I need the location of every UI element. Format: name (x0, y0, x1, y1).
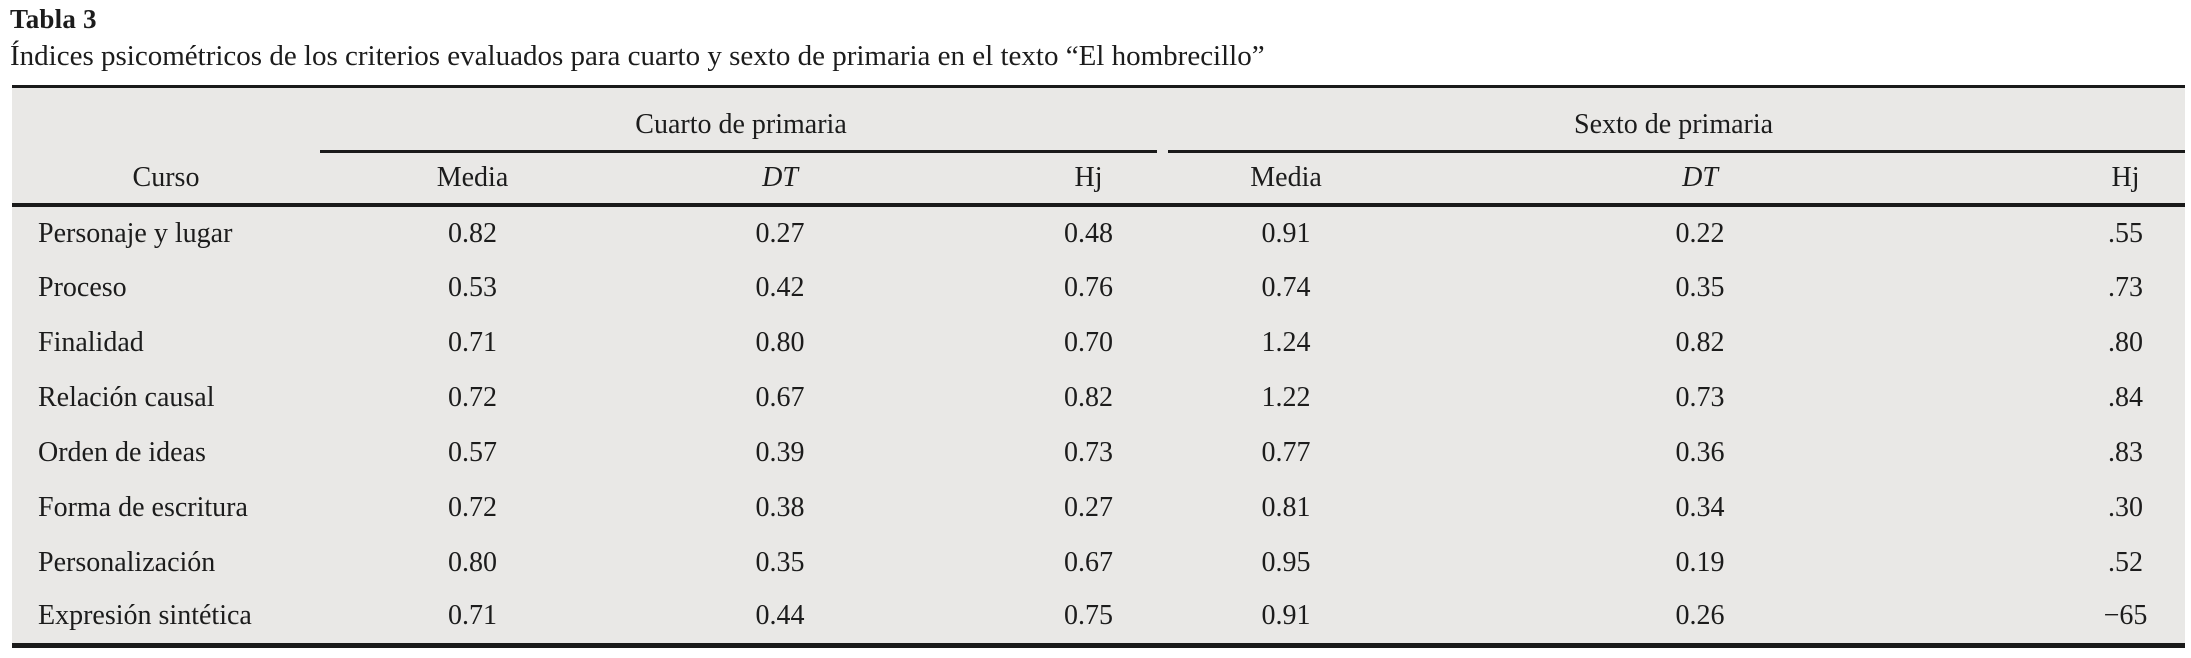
cell: 0.39 (755, 436, 805, 468)
cell: 0.19 (1675, 546, 1725, 578)
group-header-cuarto: Cuarto de primaria (320, 87, 1162, 154)
row-label: Expresión sintética (38, 600, 252, 632)
cell: 0.71 (448, 600, 497, 632)
cell: .52 (2108, 546, 2144, 578)
table-row: Relación causal 0.72 0.67 0.82 1.22 0.73… (12, 370, 2185, 425)
psychometric-indices-table: Cuarto de primaria Sexto de primaria Cur… (12, 85, 2186, 648)
cell: 0.70 (1064, 326, 1114, 358)
column-header-sexto-hj: Hj (1900, 153, 2186, 207)
row-label: Finalidad (38, 326, 144, 358)
cell: 0.22 (1675, 217, 1725, 249)
cell: 0.82 (1064, 381, 1114, 413)
row-label: Proceso (38, 271, 127, 303)
cell: 0.34 (1675, 491, 1725, 523)
column-header-sexto-media: Media (1162, 153, 1501, 207)
column-header-curso: Curso (12, 153, 320, 207)
cell: 0.35 (1675, 271, 1725, 303)
cell: 0.71 (448, 326, 497, 358)
cell: 0.77 (1261, 436, 1311, 468)
row-label: Personalización (38, 546, 216, 578)
cell: 0.80 (448, 546, 497, 578)
cell: −65 (2103, 600, 2148, 632)
cell: 0.27 (1064, 491, 1114, 523)
cell: 0.48 (1064, 217, 1114, 249)
cell: 0.82 (448, 217, 497, 249)
cell: 0.44 (755, 600, 805, 632)
cell: 0.80 (755, 326, 805, 358)
column-header-cuarto-hj: Hj (935, 153, 1163, 207)
cell: .80 (2108, 326, 2144, 358)
cell: 0.36 (1675, 436, 1725, 468)
column-header-cuarto-dt: DT (625, 153, 935, 207)
cell: 0.38 (755, 491, 805, 523)
column-header-sexto-dt: DT (1500, 153, 1901, 207)
cell: 0.74 (1261, 271, 1311, 303)
table-row: Personaje y lugar 0.82 0.27 0.48 0.91 0.… (12, 205, 2185, 260)
cell: 0.75 (1064, 600, 1114, 632)
table-caption: Índices psicométricos de los criterios e… (10, 40, 1265, 72)
cell: 1.24 (1261, 326, 1311, 358)
column-header-cuarto-media: Media (320, 153, 625, 207)
cell: 0.35 (755, 546, 805, 578)
group-header-row: Cuarto de primaria Sexto de primaria (12, 87, 2186, 154)
cell: .73 (2108, 271, 2144, 303)
cell: 0.72 (448, 381, 497, 413)
column-header-row: Curso Media DT Hj Media DT Hj (12, 153, 2186, 207)
row-label: Relación causal (38, 381, 215, 413)
row-label: Orden de ideas (38, 436, 206, 468)
row-label: Personaje y lugar (38, 217, 233, 249)
cell: 0.72 (448, 491, 497, 523)
cell: .84 (2108, 381, 2144, 413)
cell: 0.57 (448, 436, 497, 468)
cell: 0.91 (1261, 600, 1311, 632)
table-row: Forma de escritura 0.72 0.38 0.27 0.81 0… (12, 480, 2185, 535)
table-row: Orden de ideas 0.57 0.39 0.73 0.77 0.36 … (12, 425, 2185, 480)
cell: 0.82 (1675, 326, 1725, 358)
cell: 0.91 (1261, 217, 1311, 249)
row-label: Forma de escritura (38, 491, 248, 523)
cell: 1.22 (1261, 381, 1311, 413)
cell: 0.67 (1064, 546, 1114, 578)
cell: 0.81 (1261, 491, 1311, 523)
table-row: Expresión sintética 0.71 0.44 0.75 0.91 … (12, 590, 2185, 645)
group-header-spacer (12, 87, 320, 154)
cell: .83 (2108, 436, 2144, 468)
cell: 0.26 (1675, 600, 1725, 632)
cell: 0.42 (755, 271, 805, 303)
cell: 0.95 (1261, 546, 1311, 578)
cell: 0.67 (755, 381, 805, 413)
table-row: Proceso 0.53 0.42 0.76 0.74 0.35 .73 (12, 260, 2185, 315)
cell: 0.53 (448, 271, 497, 303)
table-row: Finalidad 0.71 0.80 0.70 1.24 0.82 .80 (12, 315, 2185, 370)
cell: 0.73 (1064, 436, 1114, 468)
cell: 0.27 (755, 217, 805, 249)
group-header-sexto: Sexto de primaria (1162, 87, 2186, 154)
cell: .55 (2108, 217, 2144, 249)
table-number-title: Tabla 3 (10, 4, 97, 34)
table-row: Personalización 0.80 0.35 0.67 0.95 0.19… (12, 535, 2185, 590)
cell: 0.76 (1064, 271, 1114, 303)
cell: 0.73 (1675, 381, 1725, 413)
cell: .30 (2108, 491, 2144, 523)
